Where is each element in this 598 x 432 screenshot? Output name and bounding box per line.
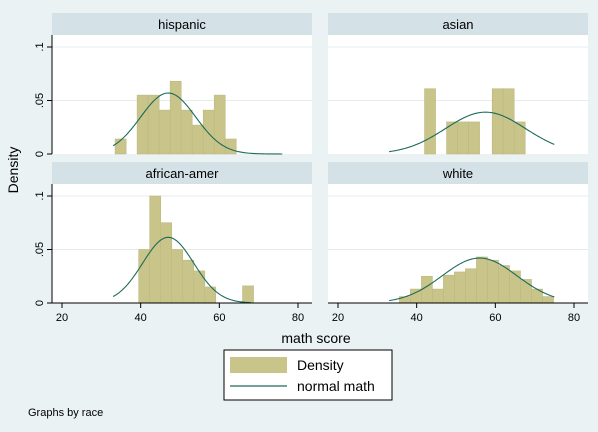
x-axis-title: math score bbox=[281, 330, 350, 346]
normal-curve bbox=[389, 257, 555, 302]
density-bar bbox=[457, 121, 469, 155]
y-tick-label: .1 bbox=[34, 191, 46, 200]
panel-african-amer: african-amer 0 .05 .1 20 40 60 80 bbox=[34, 162, 312, 324]
y-axis-title: Density bbox=[5, 147, 21, 194]
density-bar bbox=[213, 94, 226, 155]
normal-curve bbox=[112, 236, 251, 304]
density-bar bbox=[138, 249, 151, 304]
panel-title: african-amer bbox=[146, 166, 220, 181]
y-tick-label: .05 bbox=[34, 242, 46, 257]
y-tick-label: .05 bbox=[34, 93, 46, 108]
density-bar bbox=[542, 296, 554, 304]
density-bar bbox=[487, 259, 499, 304]
legend-label-normal: normal math bbox=[297, 378, 375, 394]
panels-group: hispanic 0 .05 .1 asian african-amer 0 .05 .1 20 4… bbox=[34, 13, 588, 324]
density-bar bbox=[224, 138, 237, 155]
panel-title: asian bbox=[442, 17, 473, 32]
y-tick-label: 0 bbox=[34, 300, 46, 306]
normal-curve bbox=[112, 92, 283, 155]
legend: Density normal math bbox=[223, 349, 393, 401]
x-tick-label: 60 bbox=[213, 312, 225, 324]
x-tick-label: 40 bbox=[411, 312, 423, 324]
panel-white: white 20 40 60 80 bbox=[328, 162, 588, 324]
density-bar bbox=[502, 88, 515, 155]
panel-strip bbox=[52, 13, 312, 35]
density-bar bbox=[182, 259, 195, 304]
density-bar bbox=[169, 80, 182, 155]
density-bar bbox=[520, 279, 532, 304]
panel-title: hispanic bbox=[158, 17, 206, 32]
y-tick-label: .1 bbox=[34, 42, 46, 51]
density-bar bbox=[191, 124, 204, 155]
x-tick-label: 40 bbox=[135, 312, 147, 324]
density-bar bbox=[491, 88, 504, 155]
density-bar bbox=[498, 265, 510, 304]
density-bar bbox=[160, 222, 173, 304]
x-tick-label: 80 bbox=[292, 312, 304, 324]
density-bar bbox=[443, 274, 455, 304]
density-bar bbox=[171, 249, 184, 304]
x-tick-label: 20 bbox=[332, 312, 344, 324]
density-bar bbox=[410, 288, 422, 304]
density-bar bbox=[468, 121, 480, 155]
legend-swatch-density bbox=[230, 357, 287, 373]
density-bar bbox=[454, 271, 466, 304]
panel-title: white bbox=[442, 166, 473, 181]
density-bar bbox=[509, 270, 521, 304]
density-bar bbox=[421, 275, 433, 304]
density-bar bbox=[158, 109, 171, 155]
graphs-by-note: Graphs by race bbox=[28, 407, 104, 419]
y-tick-label: 0 bbox=[34, 151, 46, 157]
density-bar bbox=[476, 256, 488, 304]
normal-curve bbox=[389, 111, 555, 153]
density-bar bbox=[513, 121, 526, 155]
legend-label-density: Density bbox=[297, 357, 344, 373]
density-bar bbox=[147, 94, 160, 155]
panel-strip bbox=[328, 162, 588, 184]
x-tick-label: 60 bbox=[489, 312, 501, 324]
panel-asian: asian bbox=[328, 13, 588, 155]
x-tick-label: 80 bbox=[568, 312, 580, 324]
density-bar bbox=[432, 288, 444, 304]
density-bar bbox=[465, 268, 477, 304]
density-bar bbox=[114, 138, 127, 155]
panel-hispanic: hispanic 0 .05 .1 bbox=[34, 13, 312, 157]
density-bar bbox=[193, 270, 206, 304]
panel-strip bbox=[52, 162, 312, 184]
density-bar bbox=[424, 88, 436, 155]
density-bar bbox=[242, 285, 254, 304]
density-bar bbox=[180, 109, 193, 155]
panel-strip bbox=[328, 13, 588, 35]
density-bar bbox=[202, 109, 215, 155]
x-tick-label: 20 bbox=[56, 312, 68, 324]
density-bar bbox=[136, 94, 149, 155]
